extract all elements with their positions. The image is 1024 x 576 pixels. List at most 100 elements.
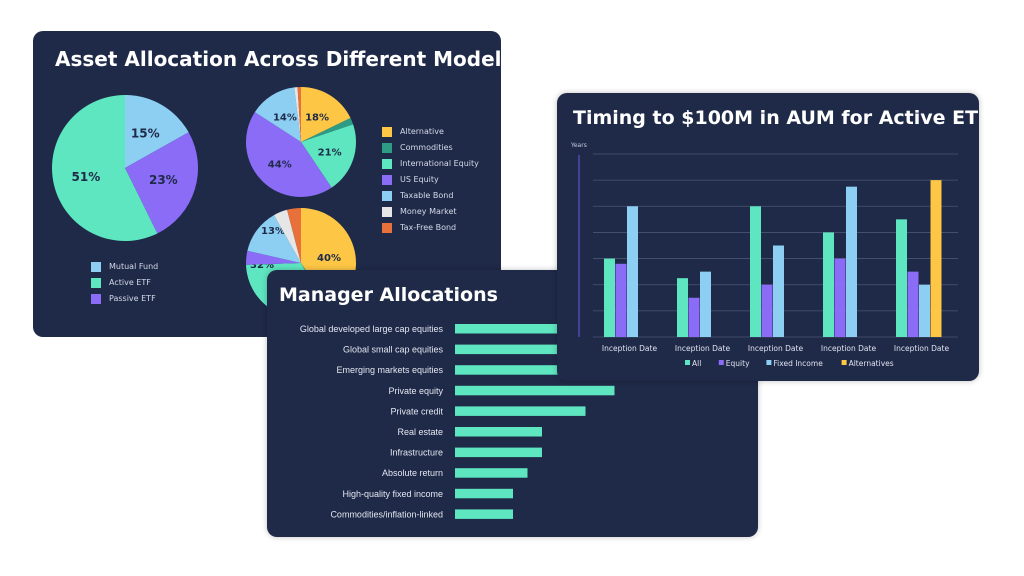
slice-label: 15% bbox=[131, 126, 160, 140]
legend-item: Passive ETF bbox=[91, 293, 158, 304]
legend-label: International Equity bbox=[400, 159, 479, 168]
chart-title: Asset Allocation Across Different Models bbox=[55, 47, 501, 71]
legend-swatch bbox=[766, 360, 772, 365]
legend-label: Alternatives bbox=[849, 359, 894, 368]
legend-asset-classes: Alternative Commodities International Equi… bbox=[382, 126, 479, 233]
legend-label: Commodities bbox=[400, 143, 453, 152]
legend-swatch bbox=[382, 190, 392, 201]
slice-label: 21% bbox=[318, 148, 342, 159]
bar-label: Commodities/inflation-linked bbox=[330, 509, 443, 519]
slice-label: 18% bbox=[305, 112, 329, 123]
bar bbox=[455, 406, 586, 416]
bar-label: High-quality fixed income bbox=[342, 489, 443, 499]
timing-aum-card: Timing to $100M in AUM for Active ETFs Y… bbox=[557, 93, 979, 381]
legend-swatch bbox=[91, 261, 101, 272]
bar bbox=[604, 258, 615, 337]
slice-label: 13% bbox=[261, 226, 285, 237]
legend-item: International Equity bbox=[382, 158, 479, 169]
bar bbox=[455, 488, 513, 499]
legend-item: Taxable Bond bbox=[382, 190, 479, 201]
x-tick-label: Inception Date bbox=[894, 344, 950, 353]
bar bbox=[627, 206, 638, 337]
bar bbox=[834, 258, 846, 337]
horizontal-bar-chart: Global developed large cap equities Globa… bbox=[300, 324, 615, 519]
bar bbox=[455, 509, 513, 519]
legend-label: Passive ETF bbox=[109, 294, 156, 303]
x-tick-label: Inception Date bbox=[675, 344, 731, 353]
bar-label: Absolute return bbox=[382, 468, 443, 478]
legend-swatch bbox=[382, 158, 392, 169]
legend-swatch bbox=[91, 293, 101, 304]
pie-slice bbox=[301, 87, 351, 142]
pie-slice bbox=[125, 95, 189, 168]
slice-label: 44% bbox=[268, 160, 292, 171]
grouped-bar-chart: Years Inception Date Inception Date Incepti… bbox=[570, 142, 958, 368]
bar bbox=[455, 324, 600, 334]
x-tick-label: Inception Date bbox=[821, 344, 877, 353]
bar bbox=[455, 468, 528, 478]
pie-slice bbox=[287, 207, 301, 263]
legend-label: Tax-Free Bond bbox=[400, 223, 457, 232]
bar bbox=[919, 284, 930, 337]
legend-item: Commodities bbox=[382, 142, 479, 153]
bar-label: Global small cap equities bbox=[343, 345, 444, 355]
legend-swatch bbox=[841, 360, 847, 365]
bar bbox=[846, 186, 857, 337]
pie-slice bbox=[294, 87, 301, 142]
x-tick-label: Inception Date bbox=[748, 344, 804, 353]
slice-label: 14% bbox=[273, 112, 297, 123]
legend-label: Taxable Bond bbox=[400, 191, 454, 200]
bar bbox=[455, 385, 615, 396]
bar bbox=[455, 447, 542, 458]
bar bbox=[896, 219, 907, 337]
bar bbox=[455, 344, 600, 355]
legend-models: Mutual Fund Active ETF Passive ETF bbox=[91, 261, 158, 304]
legend-label: Mutual Fund bbox=[109, 262, 159, 271]
legend-item: Active ETF bbox=[91, 277, 158, 288]
legend-label: Alternative bbox=[400, 127, 444, 136]
legend-label: Fixed Income bbox=[773, 359, 823, 368]
pie-slice bbox=[297, 87, 301, 142]
legend-item: Tax-Free Bond bbox=[382, 222, 479, 233]
y-axis-label: Years bbox=[570, 142, 587, 149]
bar-label: Private credit bbox=[390, 406, 443, 416]
legend-item: US Equity bbox=[382, 174, 479, 185]
chart-title: Manager Allocations bbox=[279, 284, 498, 306]
pie-slice bbox=[246, 112, 332, 197]
bar-label: Emerging markets equities bbox=[336, 365, 443, 375]
bar bbox=[700, 271, 711, 337]
legend-label: All bbox=[692, 359, 701, 368]
legend-swatch bbox=[718, 360, 724, 365]
legend-swatch bbox=[382, 126, 392, 137]
legend-item: Mutual Fund bbox=[91, 261, 158, 272]
legend-swatch bbox=[382, 206, 392, 217]
slice-label: 23% bbox=[149, 173, 178, 187]
legend-label: US Equity bbox=[400, 175, 439, 184]
bar bbox=[615, 263, 627, 337]
pie-slice bbox=[125, 132, 198, 234]
bar-label: Real estate bbox=[397, 427, 443, 437]
legend-item: Alternative bbox=[382, 126, 479, 137]
bar bbox=[455, 365, 600, 375]
legend-label: Equity bbox=[726, 359, 750, 368]
bar-label: Infrastructure bbox=[390, 448, 443, 458]
pie-slice bbox=[254, 87, 301, 142]
bar bbox=[750, 206, 761, 337]
bar-label: Private equity bbox=[388, 386, 443, 396]
bar bbox=[823, 232, 834, 337]
legend-label: Money Market bbox=[400, 207, 457, 216]
bar bbox=[677, 278, 688, 337]
legend-swatch bbox=[382, 142, 392, 153]
pie-slice bbox=[246, 250, 301, 265]
bar-label: Global developed large cap equities bbox=[300, 324, 444, 334]
slice-label: 32% bbox=[250, 260, 274, 271]
pie-slice bbox=[51, 95, 158, 241]
chart-title: Timing to $100M in AUM for Active ETFs bbox=[573, 107, 979, 129]
bar bbox=[930, 180, 942, 337]
pie-slice bbox=[301, 118, 354, 142]
bar bbox=[455, 427, 542, 437]
asset-allocation-card: Asset Allocation Across Different Models… bbox=[33, 31, 501, 337]
legend-swatch bbox=[382, 222, 392, 233]
legend-swatch bbox=[91, 277, 101, 288]
slice-label: 40% bbox=[317, 253, 341, 264]
